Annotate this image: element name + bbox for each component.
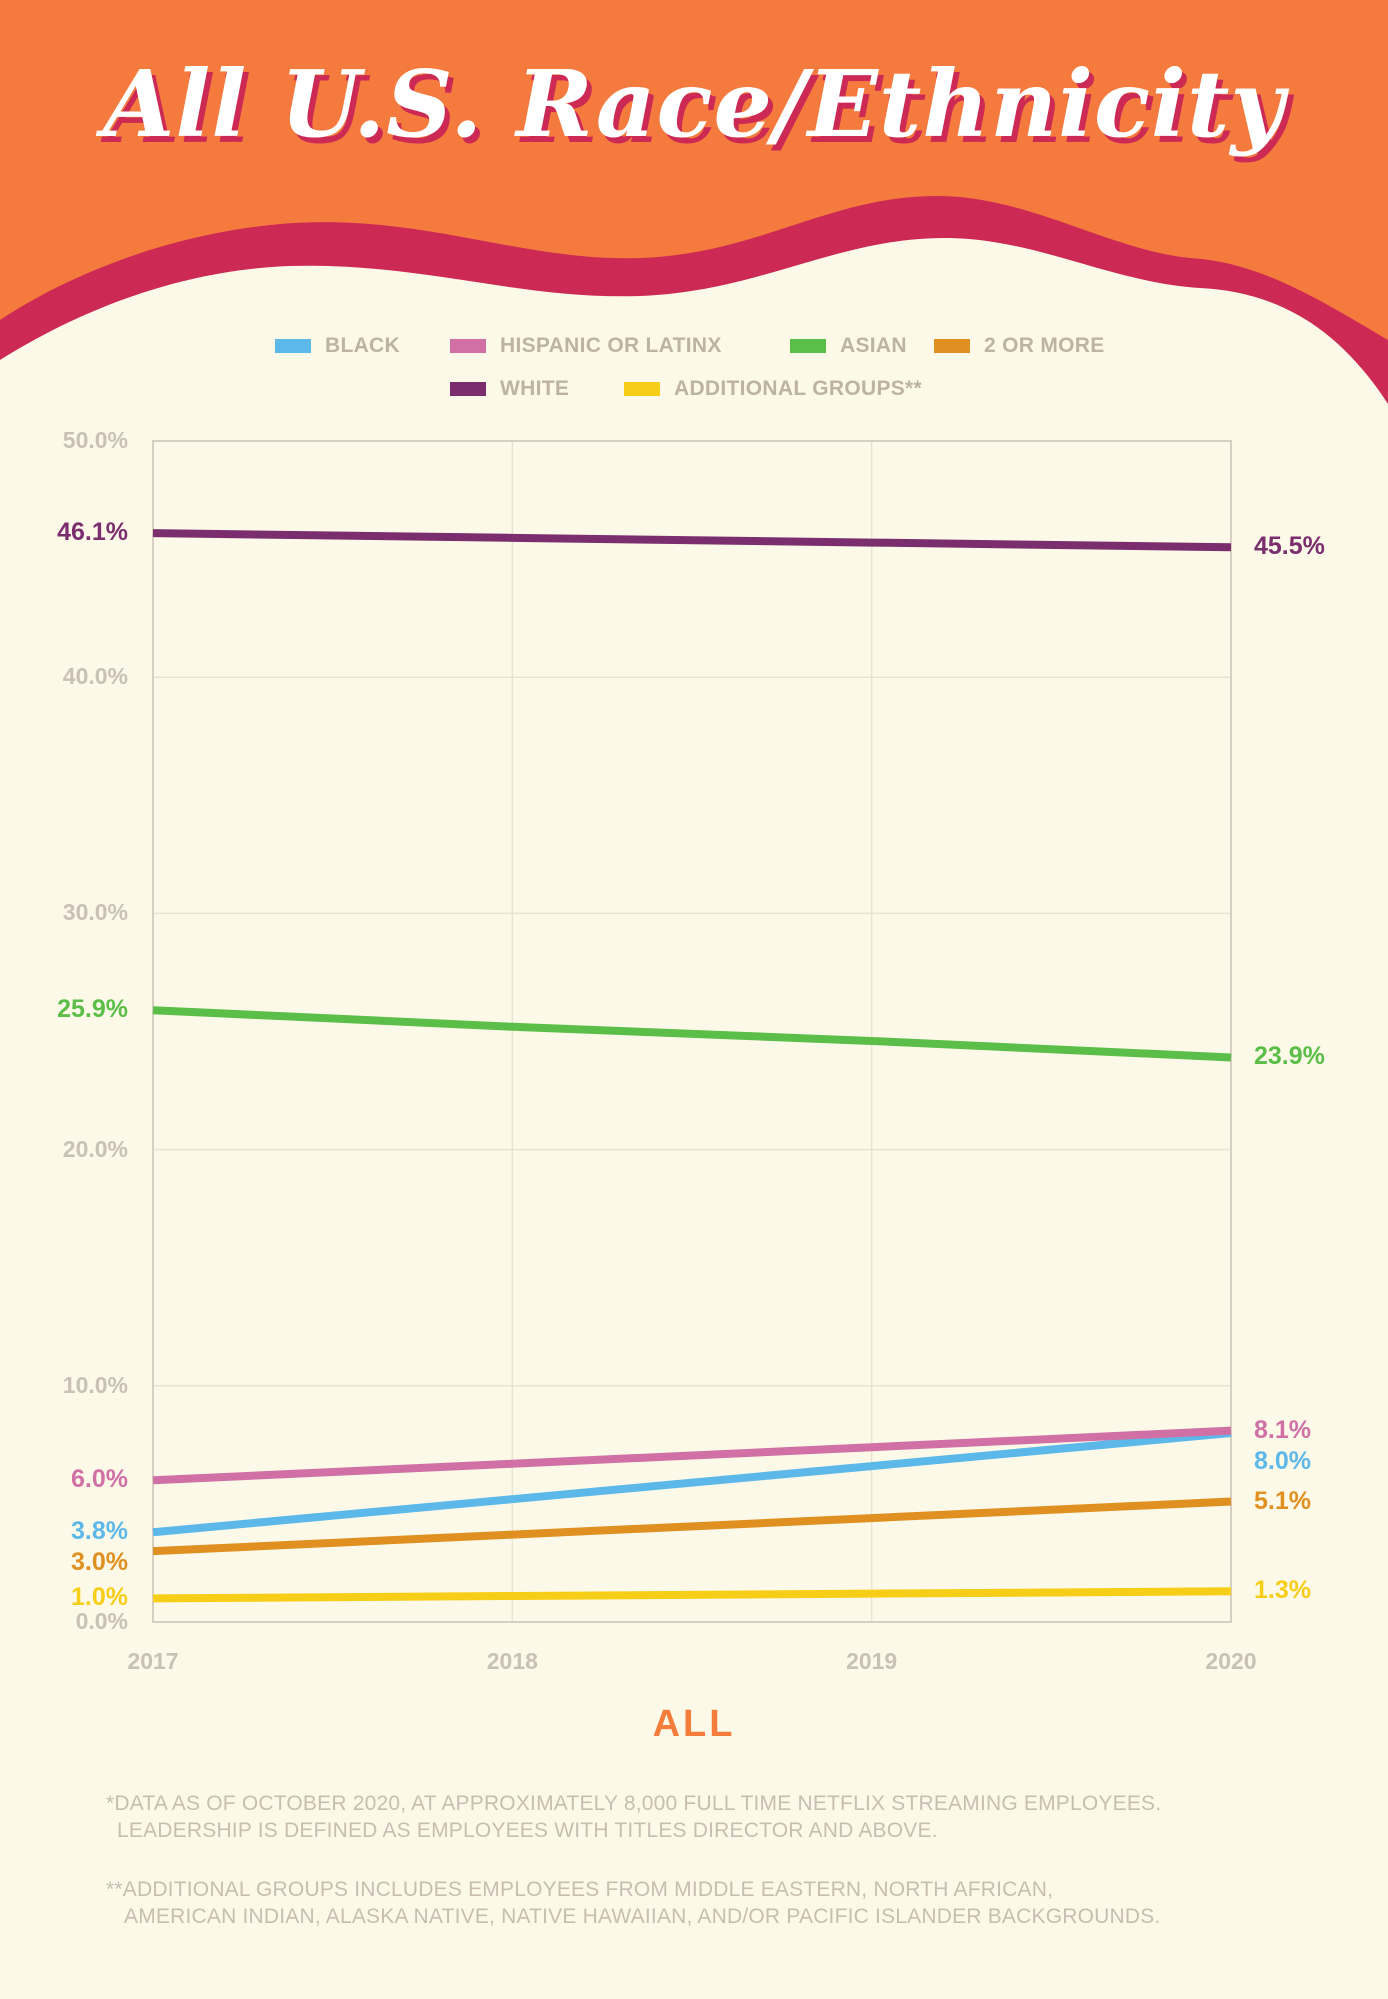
x-tick-label: 2018: [486, 1648, 538, 1674]
series-lines: [152, 529, 1232, 1603]
x-tick-label: 2017: [127, 1648, 179, 1674]
legend-item-4: WHITE: [450, 376, 569, 402]
y-tick-label: 10.0%: [62, 1371, 128, 1398]
series-line-0: [152, 1429, 1232, 1537]
legend-label: ASIAN: [840, 334, 907, 357]
y-tick-label: 40.0%: [62, 663, 128, 690]
chart-subtitle: ALL: [652, 1703, 736, 1745]
legend-swatch: [275, 339, 311, 353]
start-value-label-5: 1.0%: [71, 1583, 128, 1612]
legend-label: ADDITIONAL GROUPS**: [674, 377, 922, 400]
x-tick-label: 2020: [1205, 1648, 1257, 1674]
y-tick-label: 0.0%: [75, 1608, 128, 1634]
footnote-2-line-2: AMERICAN INDIAN, ALASKA NATIVE, NATIVE H…: [124, 1905, 1161, 1928]
footnote-1-line-2: LEADERSHIP IS DEFINED AS EMPLOYEES WITH …: [117, 1819, 938, 1842]
start-value-label-3: 3.0%: [71, 1548, 128, 1577]
legend-item-0: BLACK: [275, 333, 400, 359]
series-line-4: [152, 529, 1232, 552]
start-value-label-2: 25.9%: [57, 995, 128, 1024]
x-tick-label: 2019: [846, 1648, 898, 1674]
end-value-label-2: 23.9%: [1254, 1042, 1325, 1071]
header-cream-wave: [0, 237, 1388, 420]
end-value-label-4: 45.5%: [1254, 532, 1325, 561]
series-line-5: [152, 1587, 1232, 1603]
end-value-label-5: 1.3%: [1254, 1576, 1311, 1605]
legend-swatch: [934, 339, 970, 353]
legend-item-3: 2 OR MORE: [934, 333, 1105, 359]
legend-label: 2 OR MORE: [984, 334, 1105, 357]
series-line-1: [152, 1426, 1232, 1485]
start-value-label-4: 46.1%: [57, 518, 128, 547]
legend-item-5: ADDITIONAL GROUPS**: [624, 376, 922, 402]
start-value-label-0: 3.8%: [71, 1517, 128, 1546]
chart-title: All U.S. Race/Ethnicity: [103, 50, 1285, 158]
legend-item-2: ASIAN: [790, 333, 907, 359]
y-tick-label: 50.0%: [62, 427, 128, 453]
legend-label: WHITE: [500, 377, 570, 400]
series-line-3: [152, 1497, 1232, 1556]
end-value-label-1: 8.1%: [1254, 1415, 1311, 1444]
plot-frame: [152, 440, 1232, 1623]
line-chart: [152, 440, 1232, 1623]
series-line-2: [152, 1006, 1232, 1062]
y-tick-label: 30.0%: [62, 899, 128, 926]
end-value-label-0: 8.0%: [1254, 1446, 1311, 1475]
y-tick-label: 20.0%: [62, 1135, 128, 1162]
legend-label: HISPANIC OR LATINX: [500, 334, 722, 357]
footnote-2-line-1: **ADDITIONAL GROUPS INCLUDES EMPLOYEES F…: [106, 1878, 1054, 1901]
legend-item-1: HISPANIC OR LATINX: [450, 333, 722, 359]
legend-label: BLACK: [325, 334, 400, 357]
end-value-label-3: 5.1%: [1254, 1486, 1311, 1515]
legend-swatch: [450, 382, 486, 396]
footnote-1-line-1: *DATA AS OF OCTOBER 2020, AT APPROXIMATE…: [106, 1792, 1162, 1815]
legend-swatch: [624, 382, 660, 396]
header-background: [0, 0, 1388, 420]
legend-swatch: [790, 339, 826, 353]
legend-swatch: [450, 339, 486, 353]
start-value-label-1: 6.0%: [71, 1465, 128, 1494]
